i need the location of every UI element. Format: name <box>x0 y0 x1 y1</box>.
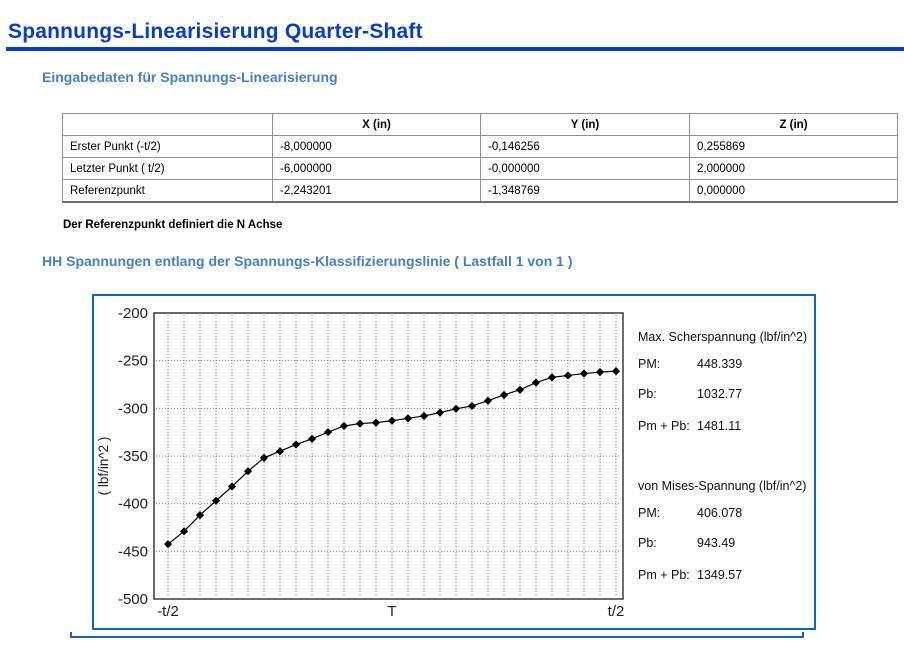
x-tick-label: -t/2 <box>157 603 179 620</box>
data-point-marker <box>451 404 461 413</box>
data-point-marker <box>163 540 173 549</box>
cell-value: -0,146256 <box>480 135 690 158</box>
reference-note: Der Referenzpunkt definiert die N Achse <box>63 219 283 231</box>
legend-row-label: PM: <box>638 506 661 520</box>
legend-row-label: Pb: <box>638 536 657 550</box>
data-point-marker <box>499 390 509 400</box>
x-tick-label: t/2 <box>608 603 625 620</box>
data-point-marker <box>419 411 429 421</box>
legend-row-label: Pm + Pb: <box>638 419 690 433</box>
table-row: Erster Punkt (-t/2) -8,000000 -0,146256 0,2… <box>62 135 898 158</box>
input-table: X (in) Y (in) Z (in) Erster Punkt (-t/2)… <box>62 113 898 203</box>
legend-row: PM: 406.078 <box>638 506 742 520</box>
data-line <box>167 370 617 545</box>
data-point-marker <box>435 408 445 417</box>
plot-border <box>153 312 624 600</box>
legend-row-label: PM: <box>638 357 661 371</box>
data-point-marker <box>579 369 589 378</box>
data-point-marker <box>259 453 269 463</box>
data-point-marker <box>611 367 621 376</box>
data-point-marker <box>211 496 221 505</box>
legend-block-title: von Mises-Spannung (lbf/in^2) <box>638 479 807 493</box>
legend-row-value: 1032.77 <box>697 387 743 401</box>
data-point-marker <box>515 385 525 394</box>
column-header-x: X (in) <box>272 113 481 136</box>
legend-row: Pb: 943.49 <box>638 536 735 550</box>
table-row: Letzter Punkt ( t/2) -6,000000 -0,000000 2,… <box>62 157 898 180</box>
section-heading-input: Eingabedaten für Spannungs-Linearisierun… <box>42 69 338 85</box>
data-point-marker <box>371 418 381 427</box>
y-tick-label: -350 <box>118 448 148 465</box>
data-point-marker <box>243 467 253 476</box>
data-point-marker <box>403 414 413 423</box>
legend-row: PM: 448.339 <box>638 357 742 371</box>
legend-row-value: 406.078 <box>697 506 743 520</box>
data-point-marker <box>195 510 205 520</box>
data-point-marker <box>275 447 285 456</box>
legend-row-value: 1349.57 <box>697 568 743 582</box>
title-rule <box>6 47 904 51</box>
column-header-z: Z (in) <box>689 113 898 136</box>
cell-value: -8,000000 <box>272 135 481 158</box>
cell-value: -6,000000 <box>272 157 481 180</box>
cell-value: 0,255869 <box>689 135 898 158</box>
section-heading-chart: HH Spannungen entlang der Spannungs-Klas… <box>42 253 573 269</box>
input-table-header-row: X (in) Y (in) Z (in) <box>62 113 898 136</box>
footer-divider <box>70 632 804 638</box>
data-point-marker <box>307 434 317 443</box>
y-tick-label: -200 <box>118 305 148 322</box>
data-point-marker <box>227 482 237 491</box>
cell-value: 0,000000 <box>689 179 898 203</box>
legend-row-label: Pb: <box>638 387 657 401</box>
data-point-marker <box>355 419 365 428</box>
page-title: Spannungs-Linearisierung Quarter-Shaft <box>8 20 423 43</box>
chart-side-panel: Max. Scherspannung (lbf/in^2) PM: 448.339 P… <box>638 296 814 628</box>
column-header-y: Y (in) <box>480 113 690 136</box>
y-tick-label: -250 <box>118 353 148 370</box>
row-label: Referenzpunkt <box>62 179 273 203</box>
row-label: Erster Punkt (-t/2) <box>62 135 273 158</box>
legend-row: Pb: 1032.77 <box>638 387 742 401</box>
legend-row-value: 448.339 <box>697 357 743 371</box>
legend-row: Pm + Pb: 1481.11 <box>638 419 741 433</box>
cell-value: 2,000000 <box>689 157 898 180</box>
data-point-marker <box>387 416 397 425</box>
legend-row-label: Pm + Pb: <box>638 568 690 582</box>
cell-value: -2,243201 <box>272 179 481 203</box>
x-tick-label: T <box>387 603 396 620</box>
cell-value: -1,348769 <box>480 179 690 203</box>
cell-value: -0,000000 <box>480 157 690 180</box>
data-point-marker <box>563 371 573 380</box>
data-point-marker <box>179 527 189 536</box>
legend-block-title: Max. Scherspannung (lbf/in^2) <box>638 330 808 344</box>
y-tick-label: -300 <box>118 400 148 417</box>
row-label: Letzter Punkt ( t/2) <box>62 157 273 180</box>
y-axis-title: ( lbf/in^2 ) <box>96 437 111 496</box>
column-header-empty <box>62 113 273 136</box>
legend-row-value: 943.49 <box>697 536 736 550</box>
data-point-marker <box>339 421 349 431</box>
data-point-marker <box>531 378 541 387</box>
data-point-marker <box>595 367 605 377</box>
data-point-marker <box>467 401 477 411</box>
data-point-marker <box>291 440 301 449</box>
data-point-marker <box>547 373 557 382</box>
y-tick-label: -450 <box>118 543 148 560</box>
legend-row: Pm + Pb: 1349.57 <box>638 568 742 582</box>
data-point-marker <box>483 396 493 405</box>
data-point-marker <box>323 428 333 437</box>
table-row: Referenzpunkt -2,243201 -1,348769 0,000000 <box>62 179 898 203</box>
legend-row-value: 1481.11 <box>697 419 742 433</box>
y-tick-label: -400 <box>118 496 148 513</box>
y-tick-label: -500 <box>118 591 148 608</box>
